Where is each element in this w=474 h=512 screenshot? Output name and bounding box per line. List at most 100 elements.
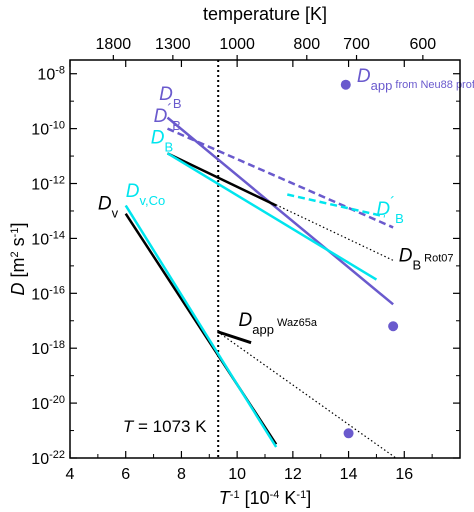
annotation-db-rot: DB Rot07: [399, 246, 454, 273]
annotation-symbol: D: [126, 181, 140, 202]
annotation-prime: ´: [167, 100, 172, 117]
annotation-symbol: D: [159, 84, 173, 105]
annotation-symbol: D: [376, 199, 390, 220]
series-lines: [124, 60, 397, 459]
top-axis-tick-label: 700: [343, 36, 370, 53]
annotation-symbol: D: [154, 106, 168, 127]
annotation-symbol: D: [98, 194, 112, 215]
y-title-unit-mid: s: [8, 237, 28, 251]
y-title-unit-post: ]: [8, 223, 28, 228]
annotation-source: Rot07: [421, 253, 453, 265]
y-tick-exponent: -10: [49, 120, 65, 132]
x-title-unit-post: ]: [306, 488, 311, 508]
top-axis-tick-label: 1000: [219, 36, 255, 53]
x-tick-label: 6: [121, 466, 130, 483]
x-tick-label: 4: [66, 466, 75, 483]
y-tick-exponent: -12: [49, 175, 65, 187]
y-title-unit-exp1: 2: [9, 251, 21, 257]
temperature-label-value: = 1073 K: [133, 417, 207, 436]
annotation-subscript: B: [395, 211, 404, 226]
y-tick-base: 10: [31, 396, 49, 413]
series-line-2: [166, 127, 394, 229]
top-axis-title: temperature [K]: [203, 4, 327, 24]
annotation-db-prime-cyan: D´B: [376, 194, 403, 226]
y-tick-label: 10-14: [31, 229, 65, 248]
annotation-db: DB: [159, 84, 181, 111]
annotation-symbol: D: [399, 246, 413, 267]
y-tick-base: 10: [31, 286, 49, 303]
annotation-symbol: D: [357, 66, 371, 87]
annotation-subscript: v,Co: [139, 193, 165, 208]
y-title-unit-pre: [m: [8, 257, 28, 282]
data-point-1: [340, 79, 351, 90]
series-line-8: [124, 204, 278, 448]
y-tick-exponent: -18: [49, 339, 65, 351]
top-axis-tick-label: 600: [410, 36, 437, 53]
series-line-5: [166, 152, 378, 281]
y-tick-label: 10-10: [31, 120, 65, 139]
annotation-prime: ´: [390, 194, 395, 211]
y-tick-label: 10-20: [31, 394, 65, 413]
annotation-symbol: D: [239, 310, 253, 331]
annotation-subscript: B: [173, 95, 182, 110]
y-tick-base: 10: [31, 231, 49, 248]
temperature-label-symbol: T: [123, 417, 135, 436]
top-axis-tick-label: 1800: [96, 36, 132, 53]
y-axis-title: D [m2 s-1]: [8, 223, 28, 296]
y-tick-label: 10-12: [31, 175, 65, 194]
y-tick-exponent: -14: [49, 229, 65, 241]
data-point-3: [343, 428, 354, 439]
annotation-subscript: app: [252, 322, 274, 337]
data-points: [340, 79, 399, 439]
y-tick-base: 10: [31, 451, 49, 468]
x-title-sup: -1: [230, 489, 240, 501]
y-tick-base: 10: [31, 122, 49, 139]
x-tick-label: 12: [284, 466, 302, 483]
y-title-unit-exp2: -1: [9, 228, 21, 238]
x-title-unit-exp2: -1: [296, 489, 306, 501]
x-title-symbol: T: [219, 488, 232, 508]
y-tick-base: 10: [31, 177, 49, 194]
y-tick-exponent: -16: [49, 284, 65, 296]
x-title-unit-mid: K: [279, 488, 296, 508]
series-line-6: [287, 193, 386, 218]
annotation-subscript: B: [412, 257, 421, 272]
y-tick-label: 10-18: [31, 339, 65, 358]
annotation-subscript: B: [172, 117, 181, 132]
series-line-1: [166, 116, 394, 306]
annotation-dv-co: Dv,Co: [126, 181, 166, 208]
y-tick-exponent: -8: [55, 65, 65, 77]
data-point-2: [388, 321, 399, 332]
annotation-db-cyan: DB: [151, 128, 173, 155]
series-line-9: [217, 330, 252, 345]
series-line-4: [167, 152, 394, 261]
annotation-dv: Dv: [98, 194, 119, 221]
x-axis-title: T-1 [10-4 K-1]: [219, 488, 311, 508]
top-axis-tick-label: 800: [293, 36, 320, 53]
annotation-subscript: B: [165, 139, 174, 154]
annotation-db-prime: D´B: [154, 100, 181, 132]
y-tick-base: 10: [37, 67, 55, 84]
x-title-unit-pre: [10: [240, 488, 270, 508]
series-line-10: [217, 331, 397, 459]
annotation-symbol: D: [151, 128, 165, 149]
y-tick-label: 10-8: [37, 65, 65, 84]
y-tick-label: 10-22: [31, 449, 65, 468]
annotation-subscript: v: [112, 205, 119, 220]
x-title-unit-exp1: -4: [270, 489, 280, 501]
x-tick-label: 8: [177, 466, 186, 483]
x-tick-label: 14: [340, 466, 358, 483]
annotation-source: from Neu88 profiles: [392, 79, 474, 91]
annotation-dapp-waz: Dapp Waz65a: [239, 310, 318, 337]
top-axis-tick-label: 1300: [155, 36, 191, 53]
y-tick-exponent: -20: [49, 394, 65, 406]
y-tick-exponent: -22: [49, 449, 65, 461]
y-tick-base: 10: [31, 341, 49, 358]
x-tick-label: 10: [228, 466, 246, 483]
x-tick-label: 16: [395, 466, 413, 483]
y-tick-label: 10-16: [31, 284, 65, 303]
y-title-symbol: D: [8, 282, 28, 295]
